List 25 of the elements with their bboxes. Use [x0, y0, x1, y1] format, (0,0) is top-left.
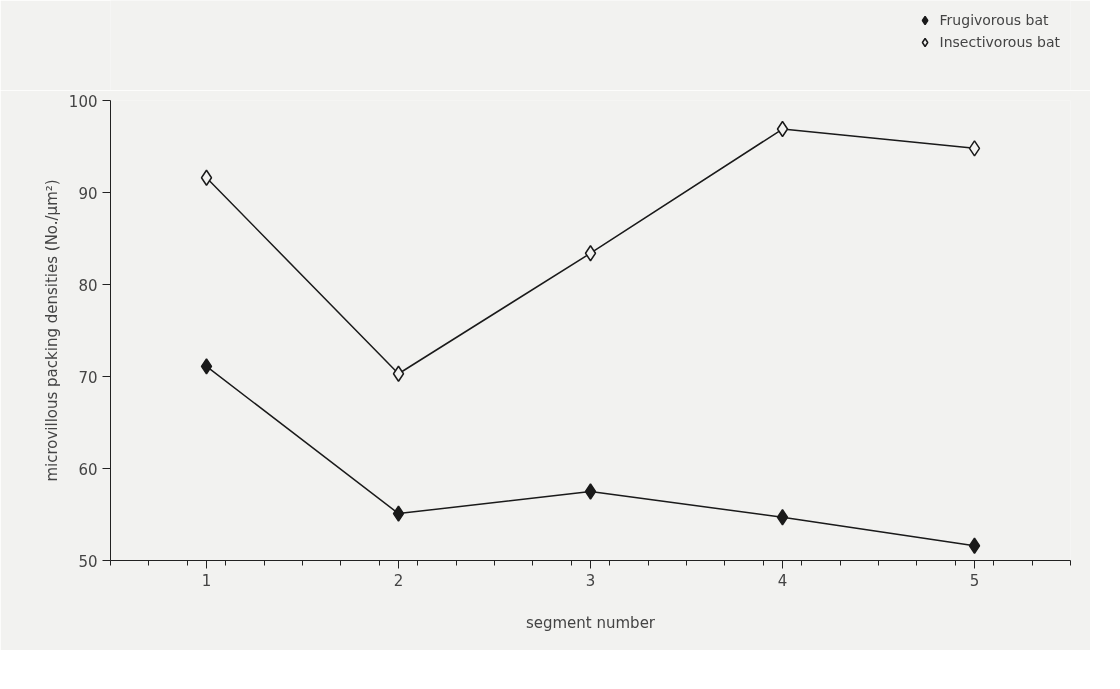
y-tick-label: 80	[78, 276, 98, 295]
x-tick-label: 3	[585, 571, 596, 590]
y-tick-label: 90	[78, 184, 98, 203]
x-tick-label: 5	[969, 571, 980, 590]
point	[968, 537, 981, 555]
x-tick-label: 4	[777, 571, 788, 590]
x-tick-label: 1	[201, 571, 212, 590]
point	[968, 140, 981, 157]
y-tick-label: 100	[68, 92, 98, 111]
point	[776, 120, 789, 138]
point	[392, 505, 405, 522]
y-tick-label: 70	[78, 368, 98, 387]
point	[776, 509, 789, 526]
y-tick-label: 50	[78, 552, 98, 571]
legend-label: Insectivorous bat	[939, 34, 1060, 50]
point	[584, 244, 597, 262]
y-tick-label: 60	[78, 460, 98, 479]
point	[584, 483, 597, 500]
legend-label: Frugivorous bat	[939, 12, 1049, 28]
x-axis-title: segment number	[525, 613, 656, 632]
x-tick-label: 2	[393, 571, 404, 590]
y-axis-title: microvillous packing densities (No./µm²)	[42, 179, 61, 482]
point	[392, 365, 405, 382]
point	[200, 169, 213, 187]
point	[200, 358, 213, 375]
